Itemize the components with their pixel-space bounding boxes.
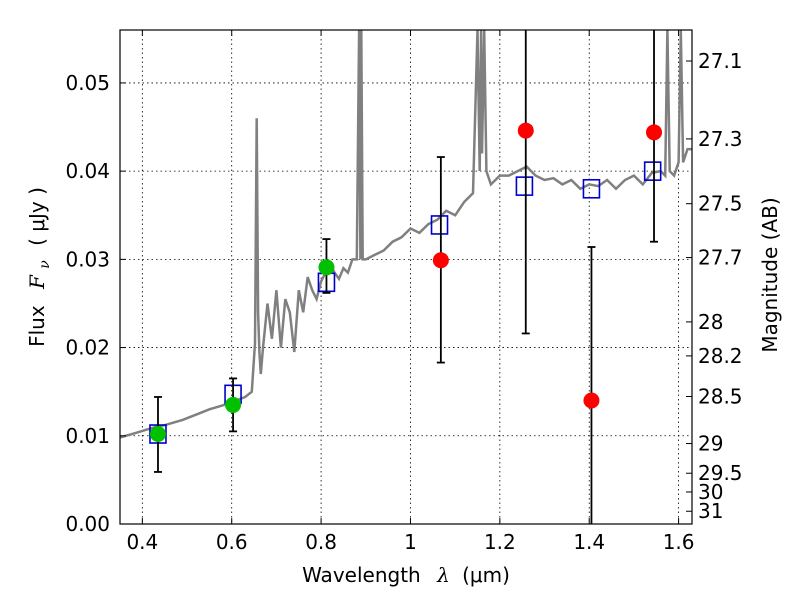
grid-lines [120,30,692,525]
y-axis-label: Flux F ν ( μJy ) [25,187,54,347]
magnitude-tick-label: 29 [698,432,723,456]
x-tick-label: 0.8 [305,530,337,554]
plot-area [120,30,692,524]
x-tick-label: 1.2 [484,530,516,554]
magnitude-tick-label: 28 [698,310,723,334]
magnitude-tick-label: 28.2 [698,344,743,368]
model-photometry-square [515,176,534,196]
detection-point [149,426,166,443]
y-tick-label: 0.04 [65,159,110,183]
model-spectrum-line [120,30,692,439]
y-tick-label: 0.03 [65,247,110,271]
magnitude-tick-label: 31 [698,499,723,523]
upper-limit-point [517,122,534,139]
upper-limit-point [583,392,600,409]
magnitude-tick-label: 27.3 [698,127,743,151]
upper-limit-point [432,252,449,269]
model-photometry-square [430,215,449,235]
magnitude-axis-label: Magnitude (AB) [758,197,782,352]
x-tick-label: 1.6 [663,530,695,554]
magnitude-tick-label: 29.5 [698,461,743,485]
model-photometry-square [643,161,662,181]
y-tick-label: 0.02 [65,336,110,360]
y-tick-label: 0.05 [65,71,110,95]
tick-marks [120,30,692,525]
tick-labels: 0.4 0.6 0.8 1 1.2 1.4 1.6 0.00 0.01 0.02 0.03 0.04 0… [65,49,742,554]
magnitude-tick-label: 27.7 [698,246,743,270]
magnitude-tick-label: 27.1 [698,49,743,73]
x-tick-label: 1 [404,530,417,554]
magnitude-tick-label: 27.5 [698,192,743,216]
detection-point [318,259,335,276]
y-tick-label: 0.00 [65,512,110,536]
axes-frame [119,29,693,525]
x-axis-label: Wavelength λ (μm) [302,563,510,587]
detection-point [225,396,242,413]
x-tick-label: 1.4 [573,530,605,554]
magnitude-tick-label: 28.5 [698,384,743,408]
magnitude-tick-label: 30 [698,480,723,504]
model-photometry-square [582,178,601,199]
x-tick-label: 0.6 [216,530,248,554]
y-tick-label: 0.01 [65,424,110,448]
upper-limit-point [646,124,663,141]
x-tick-label: 0.4 [126,530,158,554]
